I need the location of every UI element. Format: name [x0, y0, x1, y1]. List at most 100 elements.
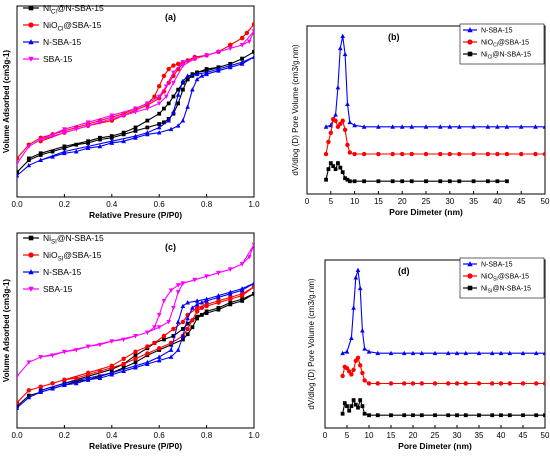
data-point [62, 130, 67, 136]
data-point [340, 350, 345, 356]
legend-marker [467, 261, 473, 267]
legend-entry: NiCl@N-SBA-15 [463, 52, 531, 61]
data-point [86, 139, 90, 144]
legend-marker [467, 27, 473, 33]
x-tick-label: 15 [387, 431, 396, 440]
x-tick-label: 40 [493, 197, 502, 206]
legend-label: N-SBA-15 [481, 262, 513, 269]
data-point [347, 119, 353, 125]
legend-marker [28, 286, 34, 292]
data-point [176, 101, 181, 106]
data-point [156, 124, 162, 130]
data-point [199, 300, 205, 305]
data-point [228, 63, 233, 68]
data-point [409, 124, 415, 129]
data-point [121, 365, 126, 370]
data-point [26, 156, 31, 161]
data-point [338, 165, 343, 170]
x-tick-label: 10 [365, 431, 374, 440]
data-point [542, 151, 545, 157]
data-point [454, 350, 460, 356]
data-point [542, 381, 545, 386]
data-point [240, 56, 245, 61]
data-point [145, 101, 150, 106]
x-axis-label: Relative Presure (P/P0) [89, 210, 182, 220]
data-point [175, 61, 181, 67]
panel-label: (a) [165, 12, 176, 22]
series-N-SBA-15 [17, 54, 254, 178]
data-point [121, 368, 126, 373]
data-point [161, 73, 167, 79]
data-point [216, 270, 221, 276]
data-point [166, 66, 171, 72]
x-tick-label: 0.6 [154, 200, 166, 209]
data-point [357, 285, 363, 291]
x-tick-label: 50 [541, 197, 550, 206]
legend: N-SBA-15 NiOCl@SBA-15 NiCl@N-SBA-15 [459, 23, 545, 65]
data-point [157, 84, 162, 89]
x-tick-label: 20 [409, 431, 418, 440]
data-point [419, 350, 425, 356]
data-point [504, 151, 510, 157]
data-point [389, 413, 393, 418]
data-point [228, 46, 233, 51]
data-point [145, 130, 150, 135]
data-point [190, 317, 195, 323]
data-point [349, 404, 354, 409]
data-point [324, 177, 328, 182]
data-point [121, 130, 126, 135]
data-point [145, 330, 150, 335]
data-point [485, 179, 490, 184]
data-point [499, 413, 503, 418]
legend-entry: SBA-15 [23, 284, 73, 294]
data-point [171, 305, 176, 311]
legend-label: NiCl@N-SBA-15 [481, 52, 531, 61]
legend-entry: NiOCl@SBA-15 [23, 20, 102, 32]
data-point [185, 332, 190, 337]
data-point [145, 125, 150, 130]
data-point [353, 275, 359, 280]
data-point [50, 154, 55, 159]
data-point [175, 347, 181, 352]
data-point [471, 151, 476, 157]
data-point [542, 124, 545, 129]
data-point [195, 314, 200, 319]
data-point [152, 340, 157, 346]
data-point [340, 373, 345, 379]
x-tick-label: 0.8 [201, 200, 213, 209]
data-point [375, 413, 380, 418]
data-point [333, 167, 338, 172]
data-point [185, 77, 190, 82]
legend-label: NiCl@N-SBA-15 [43, 3, 104, 15]
data-point [157, 111, 162, 116]
data-point [145, 359, 150, 365]
data-point [376, 151, 381, 157]
data-point [402, 381, 407, 386]
data-point [109, 134, 114, 138]
x-tick-label: 0.4 [106, 200, 118, 209]
data-point [400, 179, 405, 184]
data-point [438, 179, 443, 184]
data-point [156, 94, 162, 100]
data-point [246, 39, 252, 45]
data-point [85, 375, 91, 380]
data-point [168, 347, 174, 352]
data-point [409, 179, 414, 184]
data-point [239, 291, 245, 297]
data-point [520, 350, 526, 356]
data-point [361, 124, 367, 129]
data-point [194, 301, 200, 307]
data-point [145, 351, 150, 356]
series-line [342, 356, 545, 385]
series-N-SBA-15 [340, 267, 545, 356]
data-point [109, 113, 115, 118]
legend-entry: NiOSI@SBA-15 [23, 250, 102, 262]
series-line [325, 161, 507, 182]
data-point [50, 149, 55, 154]
panel-label: (b) [388, 32, 400, 42]
data-point [26, 144, 32, 149]
data-point [50, 381, 55, 386]
data-point [185, 315, 190, 321]
data-point [175, 290, 181, 295]
